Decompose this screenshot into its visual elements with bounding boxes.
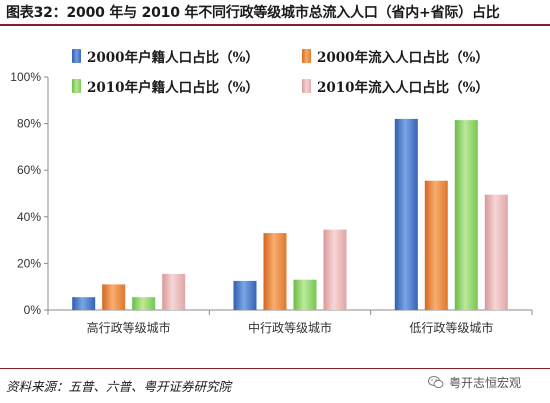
legend-label: 2010年流入人口占比（%） xyxy=(317,80,489,96)
legend-swatch xyxy=(72,79,81,93)
legend-label: 2000年流入人口占比（%） xyxy=(317,50,489,66)
bar-2-2 xyxy=(263,233,287,310)
chart-bars xyxy=(72,118,508,311)
legend-item-2000-inflow: 2000年流入人口占比（%） xyxy=(302,46,489,66)
legend-item-2000-hukou: 2000年户籍人口占比（%） xyxy=(72,46,259,66)
x-category-label: 低行政等级城市 xyxy=(409,320,493,335)
bar-1-3 xyxy=(394,118,418,311)
legend-label: 2010年户籍人口占比（%） xyxy=(87,80,259,96)
source-note: 资料来源：五普、六普、粤开证券研究院 xyxy=(6,379,232,394)
y-tick-label: 0% xyxy=(24,303,42,317)
chart-labels: 0% 20% 40% 60% 80% 100% 高行政等级城市 中行政等级城市 低行政等级城市 xyxy=(10,70,493,335)
legend-item-2010-hukou: 2010年户籍人口占比（%） xyxy=(72,76,259,96)
legend-label: 2000年户籍人口占比（%） xyxy=(87,50,259,66)
title-divider xyxy=(0,24,550,26)
bar-1-2 xyxy=(233,280,257,310)
bar-3-3 xyxy=(454,120,478,310)
bar-4-2 xyxy=(323,229,347,310)
bar-4-1 xyxy=(162,273,186,310)
y-tick-label: 60% xyxy=(17,163,41,177)
legend-swatch xyxy=(302,49,311,63)
bar-4-3 xyxy=(484,194,508,310)
source-divider xyxy=(0,368,550,369)
chart-axes xyxy=(44,76,533,315)
y-tick-label: 40% xyxy=(17,210,41,224)
bar-2-3 xyxy=(424,180,448,310)
watermark: 粤开志恒宏观 xyxy=(428,374,521,391)
bar-2-1 xyxy=(102,284,126,310)
y-tick-label: 20% xyxy=(17,256,41,270)
watermark-label: 粤开志恒宏观 xyxy=(449,376,522,390)
legend-swatch xyxy=(302,79,311,93)
x-category-label: 高行政等级城市 xyxy=(87,320,171,335)
page-title: 图表32：2000 年与 2010 年不同行政等级城市总流入人口（省内+省际）占… xyxy=(6,5,500,21)
bar-1-1 xyxy=(72,297,96,310)
y-tick-label: 80% xyxy=(17,117,41,131)
legend-swatch xyxy=(72,49,81,63)
bar-3-2 xyxy=(293,279,317,310)
y-tick-label: 100% xyxy=(10,70,41,84)
chart-legend: 2000年户籍人口占比（%） 2000年流入人口占比（%） 2010年户籍人口占… xyxy=(72,46,532,106)
wechat-icon xyxy=(428,376,444,389)
bar-3-1 xyxy=(132,297,156,310)
legend-item-2010-inflow: 2010年流入人口占比（%） xyxy=(302,76,489,96)
x-category-label: 中行政等级城市 xyxy=(248,320,332,335)
